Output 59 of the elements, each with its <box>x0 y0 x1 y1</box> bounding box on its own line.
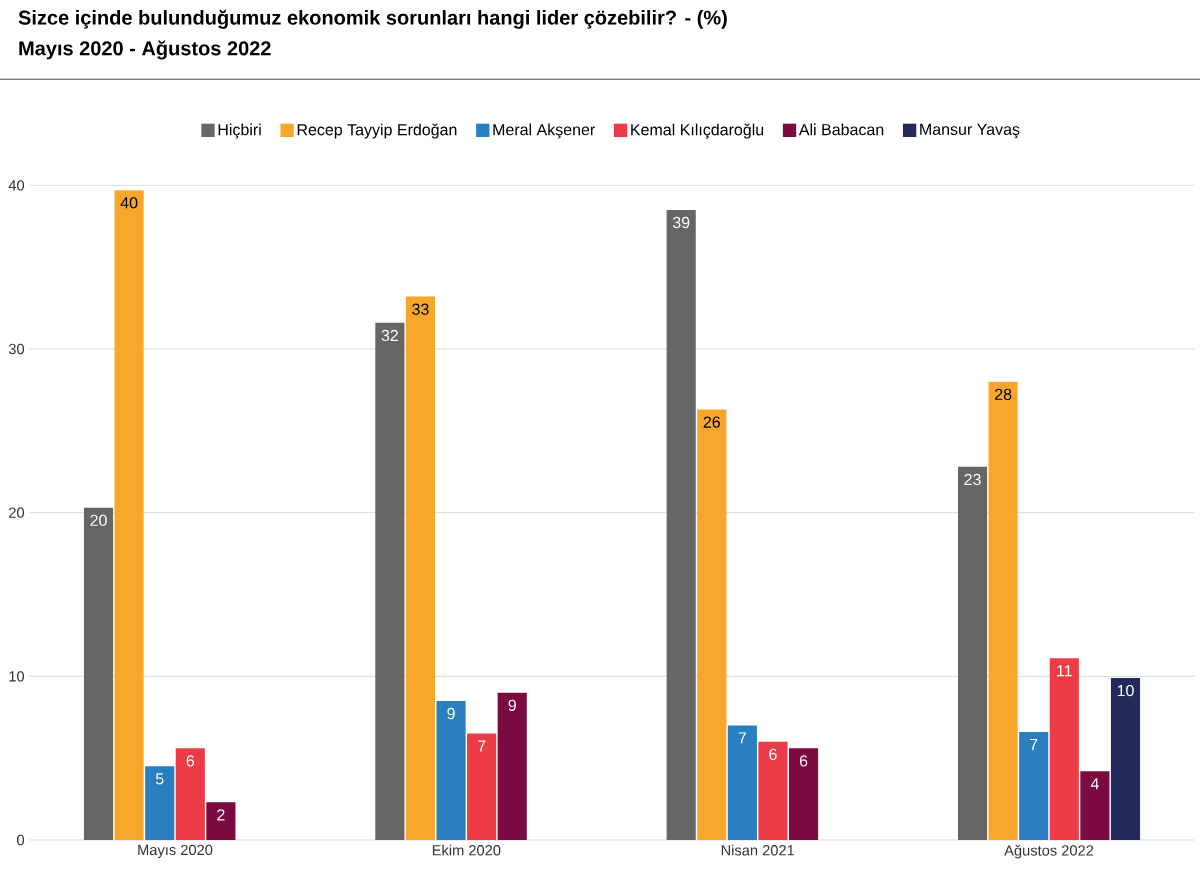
bar <box>436 700 466 840</box>
data-label: 7 <box>1030 738 1038 750</box>
bar <box>1049 658 1079 840</box>
data-label: 28 <box>995 388 1012 400</box>
bar <box>83 507 114 840</box>
bar <box>467 733 497 840</box>
legend-label: Recep Tayyip Erdoğan <box>297 123 457 139</box>
bar <box>957 466 988 840</box>
legend-label: Kemal Kılıçdaroğlu <box>631 123 764 139</box>
bar <box>1019 731 1049 840</box>
data-label: 9 <box>508 699 516 711</box>
data-label: 11 <box>1057 665 1072 677</box>
bar <box>206 802 236 840</box>
x-tick-label: Mayıs 2020 <box>138 844 213 858</box>
y-tick-label: 20 <box>9 507 25 518</box>
data-label: 20 <box>90 514 107 527</box>
data-label: 5 <box>155 773 164 785</box>
data-label: 6 <box>769 748 777 761</box>
y-tick-label: 30 <box>8 343 25 355</box>
legend-label: Hiçbiri <box>218 123 261 139</box>
data-label: 2 <box>217 809 225 821</box>
bar <box>1110 677 1141 840</box>
data-label: 32 <box>381 329 398 342</box>
bar <box>497 692 527 840</box>
x-tick-label: Ekim 2020 <box>432 844 501 856</box>
data-label: 23 <box>964 473 981 486</box>
bar <box>697 409 727 840</box>
data-label: 6 <box>799 755 808 767</box>
data-label: 7 <box>478 740 486 752</box>
data-label: 7 <box>738 732 747 744</box>
chart-subtitle: Mayıs 2020 - Ağustos 2022 <box>19 40 271 60</box>
data-label: 40 <box>120 197 138 209</box>
legend-label: Mansur Yavaş <box>920 123 1020 139</box>
bar <box>175 748 205 840</box>
x-tick-label: Ağustos 2022 <box>1004 844 1094 859</box>
bar <box>375 322 405 840</box>
data-label: 26 <box>703 416 720 428</box>
data-label: 9 <box>447 707 455 720</box>
bar <box>727 725 757 840</box>
data-label: 33 <box>412 303 429 315</box>
bar <box>114 190 144 840</box>
bar <box>666 209 696 840</box>
bar <box>405 296 436 840</box>
data-label: 10 <box>1117 684 1134 697</box>
bar <box>758 741 788 840</box>
bar <box>788 748 819 840</box>
chart-title: Sizce içinde bulunduğumuz ekonomik sorunları hangi lider çözebilir? - (%) <box>18 9 727 29</box>
data-label: 6 <box>186 755 195 767</box>
legend-label: Meral Akşener <box>493 123 595 139</box>
y-tick-label: 0 <box>17 834 25 846</box>
y-tick-label: 40 <box>8 180 25 191</box>
data-label: 39 <box>672 216 690 229</box>
bar <box>145 766 175 840</box>
data-label: 4 <box>1090 778 1099 790</box>
bar <box>988 381 1018 840</box>
bar <box>1080 771 1110 840</box>
y-tick-label: 10 <box>9 671 25 682</box>
x-tick-label: Nisan 2021 <box>721 844 795 856</box>
legend-label: Ali Babacan <box>798 123 884 136</box>
